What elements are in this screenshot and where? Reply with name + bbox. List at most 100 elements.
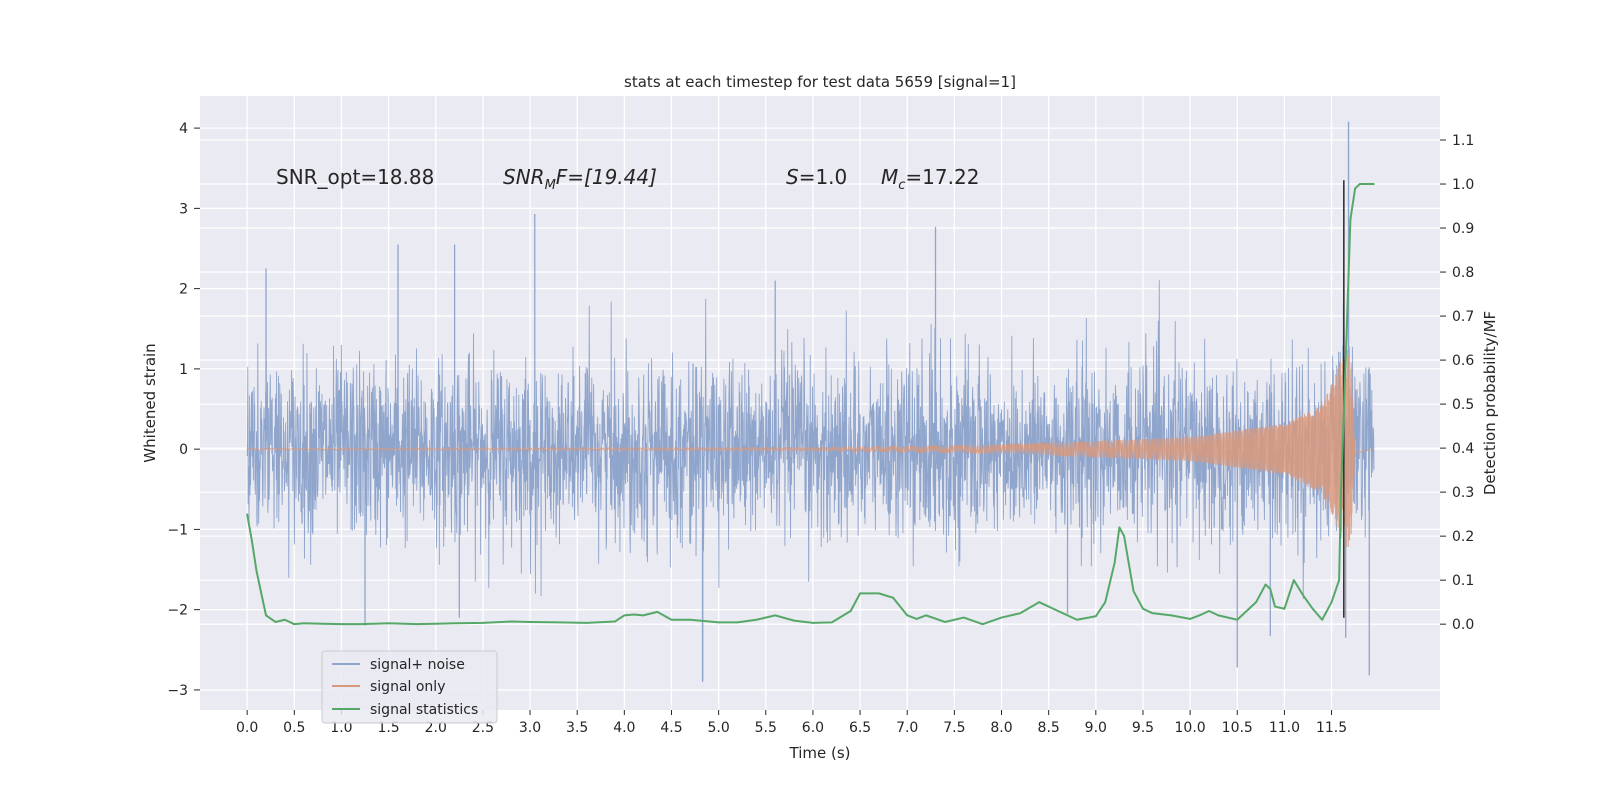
stats-point (585, 622, 588, 624)
stats-point (868, 592, 871, 595)
stats-point (1217, 614, 1220, 617)
y2-tick-label: 0.5 (1452, 397, 1474, 413)
stats-point (1123, 535, 1125, 537)
annotation-snr-mf-value: F=[19.44] (556, 165, 657, 189)
stats-point (1269, 588, 1272, 590)
y2-axis-label: Detection probability/MF (1481, 311, 1499, 495)
stats-point (416, 623, 418, 625)
x-tick-label: 6.0 (802, 720, 824, 736)
stats-point (1321, 618, 1323, 621)
annotation-mc: Mc=17.22 (881, 165, 979, 193)
stats-point (1344, 359, 1347, 361)
y-tick-label: 2 (179, 282, 188, 298)
x-tick-label: 6.5 (849, 720, 871, 736)
legend-label-signal: signal only (370, 679, 445, 695)
y2-tick-label: 0.2 (1452, 529, 1474, 545)
annotation-snr-mf: SNRMF=[19.44] (503, 165, 657, 193)
stats-point (1283, 607, 1286, 610)
stats-point (265, 614, 267, 617)
stats-point (717, 621, 720, 624)
stats-point (482, 622, 484, 624)
annotation-mc-subscript: c (898, 178, 905, 193)
stats-point (251, 539, 253, 542)
x-tick-label: 0.5 (283, 720, 305, 736)
stats-point (830, 621, 833, 624)
stats-point (632, 613, 635, 616)
x-tick-label: 8.5 (1038, 720, 1060, 736)
y-tick-label: −2 (167, 603, 188, 619)
stats-series (246, 183, 1375, 626)
stats-point (1198, 614, 1201, 617)
stats-point (915, 618, 918, 620)
stats-point (1000, 616, 1003, 619)
x-tick-label: 2.0 (425, 720, 447, 736)
legend-label-noise: signal+ noise (370, 657, 465, 673)
legend-box (321, 650, 498, 724)
stats-point (1208, 610, 1210, 612)
annotation-mc-symbol: M (881, 165, 898, 189)
y-axis-left: −3 −2 −1 0 1 2 3 4 (167, 121, 200, 699)
stats-point (878, 592, 880, 595)
stats-point (1368, 183, 1371, 185)
stats-point (1274, 605, 1276, 608)
x-axis: 0.0 0.5 1.0 1.5 2.0 2.5 3.0 3.5 4.0 4.5 5.0 5.5 6.0 6… (236, 710, 1347, 736)
stats-point (614, 620, 616, 623)
annotation-s: S=1.0 (786, 165, 847, 189)
x-tick-label: 11.5 (1316, 720, 1347, 736)
stats-point (387, 622, 390, 625)
y-tick-label: 4 (179, 121, 188, 137)
annotation-snr-mf-subscript: M (545, 178, 556, 193)
y-axis-right: 0.0 0.1 0.2 0.3 0.4 0.5 0.6 0.7 0.8 0.9 1.0 1.1 (1440, 133, 1474, 633)
stats-point (1264, 583, 1267, 586)
stats-point (1038, 601, 1041, 603)
stats-point (1076, 618, 1078, 621)
x-tick-label: 7.5 (943, 720, 965, 736)
stats-point (1170, 614, 1173, 617)
legend: signal+ noise signal only signal statist… (321, 650, 498, 724)
stats-point (557, 621, 560, 624)
x-tick-label: 3.0 (519, 720, 541, 736)
y2-tick-label: 0.4 (1452, 441, 1474, 457)
annotation-s-symbol: S (786, 165, 799, 189)
stats-point (1340, 491, 1342, 493)
x-axis-label: Time (s) (789, 744, 851, 762)
noise-trace (246, 280, 1375, 600)
annotation-mc-value: =17.22 (905, 165, 979, 189)
stats-point (793, 619, 795, 622)
stats-point (906, 614, 909, 617)
stats-point (755, 618, 758, 621)
x-tick-label: 3.5 (566, 720, 588, 736)
stats-point (812, 622, 814, 624)
x-tick-label: 10.5 (1222, 720, 1253, 736)
stats-point (260, 592, 263, 595)
stats-point (1354, 187, 1356, 190)
y2-tick-label: 0.7 (1452, 309, 1474, 325)
stats-point (302, 622, 305, 625)
x-tick-label: 5.0 (707, 720, 729, 736)
x-tick-label: 9.0 (1085, 720, 1107, 736)
stats-point (274, 621, 277, 623)
stats-point (1349, 218, 1352, 221)
y-tick-label: 0 (179, 442, 188, 458)
y2-tick-label: 1.1 (1452, 133, 1474, 149)
stats-point (1095, 615, 1097, 618)
stats-point (1189, 618, 1191, 620)
stats-point (774, 614, 777, 617)
x-tick-label: 5.5 (755, 720, 777, 736)
stats-point (1311, 607, 1314, 610)
stats-point (892, 596, 894, 599)
stats-point (1302, 594, 1305, 597)
stats-point (849, 610, 852, 612)
x-tick-label: 9.5 (1132, 720, 1154, 736)
stats-point (1104, 601, 1107, 603)
stats-point (529, 621, 531, 623)
stats-point (1019, 612, 1022, 614)
stats-point (1373, 183, 1375, 185)
y2-tick-label: 0.6 (1452, 353, 1474, 369)
y-tick-label: −3 (167, 683, 188, 699)
stats-point (1132, 590, 1135, 592)
stats-point (944, 621, 946, 623)
y-axis-label: Whitened strain (141, 343, 159, 462)
stats-point (359, 623, 362, 625)
